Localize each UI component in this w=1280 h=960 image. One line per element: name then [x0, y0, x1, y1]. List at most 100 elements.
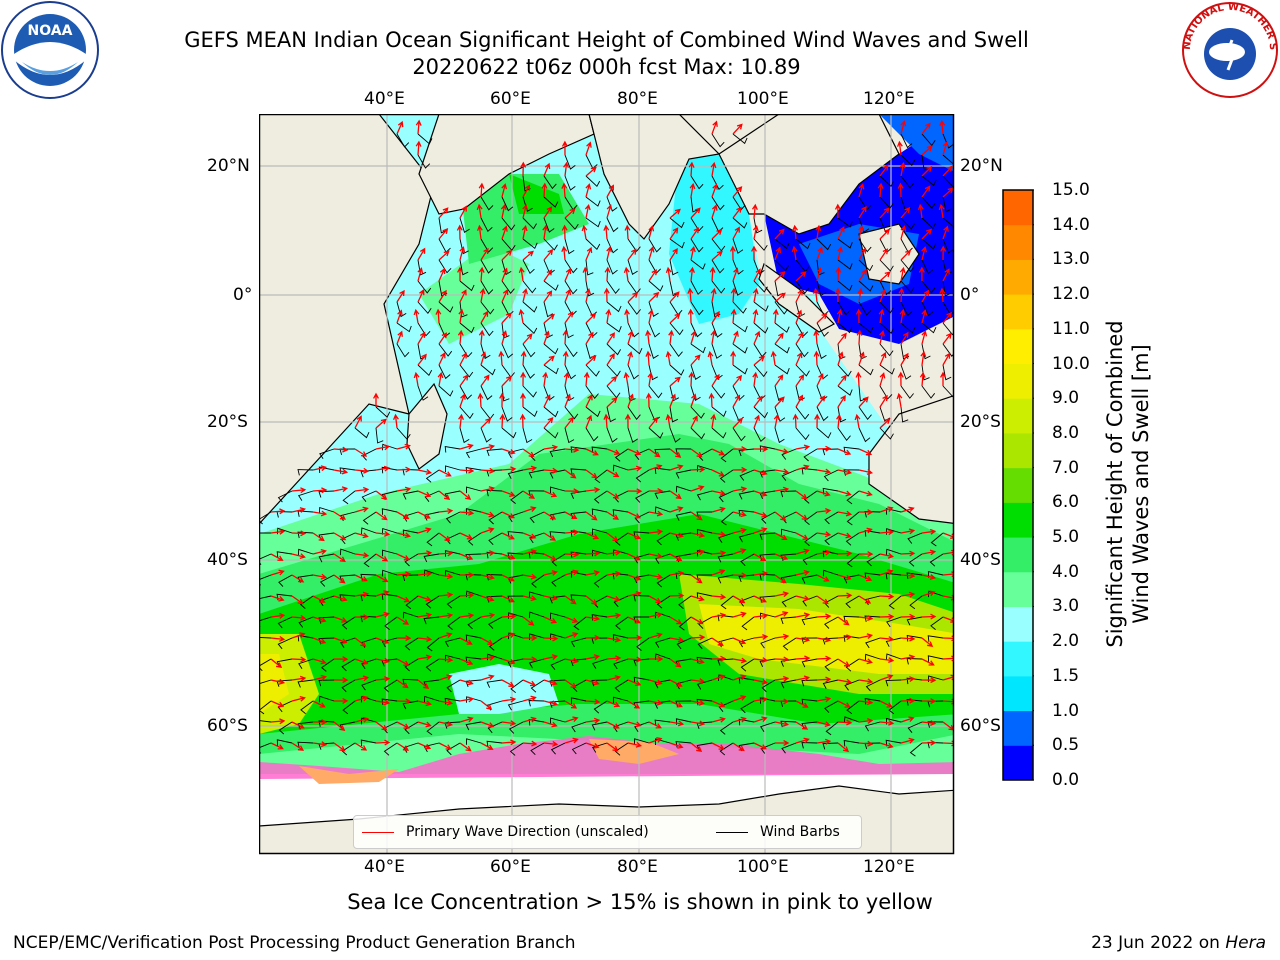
wave-direction-arrow — [645, 329, 652, 345]
wave-direction-arrow — [606, 655, 622, 662]
wave-direction-arrow — [858, 740, 874, 747]
wind-barb — [900, 133, 913, 149]
wind-barb — [259, 511, 272, 525]
wind-barb — [822, 569, 839, 577]
wind-barb — [459, 364, 474, 378]
colorbar-swatch — [1003, 328, 1033, 365]
wind-barb — [278, 574, 293, 587]
wind-barb — [606, 196, 618, 212]
wind-barb — [606, 301, 622, 313]
wave-direction-arrow — [458, 308, 465, 324]
wind-barb — [550, 717, 566, 725]
wave-direction-arrow — [522, 716, 537, 723]
wind-barb — [606, 322, 622, 333]
lat-tick-right: 40°S — [960, 550, 1001, 570]
wind-barb — [801, 658, 818, 668]
wind-barb — [592, 549, 608, 557]
wind-barb — [879, 343, 894, 357]
wave-direction-arrow — [312, 510, 328, 517]
wave-direction-arrow — [921, 590, 936, 597]
wind-barb — [466, 738, 482, 745]
wave-direction-arrow — [585, 246, 593, 261]
wind-barb — [549, 531, 566, 538]
wave-direction-arrow — [708, 392, 715, 408]
wave-direction-arrow — [606, 700, 621, 708]
wave-direction-arrow — [375, 418, 387, 429]
wave-direction-arrow — [603, 224, 610, 240]
wave-direction-arrow — [645, 350, 652, 366]
wind-barb — [459, 406, 474, 420]
wave-direction-arrow — [522, 204, 529, 219]
wave-direction-arrow — [774, 374, 784, 387]
wave-direction-arrow — [774, 656, 790, 663]
wave-direction-arrow — [921, 677, 937, 684]
wave-direction-arrow — [375, 657, 391, 664]
wind-barb — [444, 637, 461, 648]
wind-barb — [341, 679, 356, 693]
wave-direction-arrow — [459, 352, 467, 366]
wave-direction-arrow — [858, 595, 872, 604]
wave-direction-arrow — [900, 120, 907, 135]
wind-barb — [360, 527, 377, 535]
wind-barb — [277, 616, 293, 629]
wave-direction-arrow — [417, 636, 433, 643]
wind-barb — [864, 653, 881, 661]
wave-direction-arrow — [312, 487, 328, 494]
wave-direction-arrow — [649, 488, 664, 494]
wind-barb — [446, 595, 461, 609]
wind-barb — [612, 572, 629, 580]
wind-barb — [459, 301, 468, 318]
wind-barb — [633, 595, 650, 602]
wind-barb — [942, 238, 954, 254]
wind-barb — [634, 721, 650, 733]
wind-barb — [297, 574, 314, 583]
wind-barb — [508, 511, 524, 523]
wave-direction-arrow — [732, 417, 743, 429]
wind-barb — [634, 511, 650, 524]
wind-barb — [551, 574, 566, 587]
wave-direction-arrow — [458, 413, 465, 429]
wind-barb — [444, 569, 461, 577]
wind-barb — [591, 446, 608, 453]
wave-direction-arrow — [690, 532, 706, 538]
wave-direction-arrow — [879, 329, 885, 345]
wave-direction-arrow — [732, 657, 748, 664]
wave-direction-arrow — [795, 444, 811, 451]
wave-direction-arrow — [732, 595, 746, 604]
wave-direction-arrow — [669, 393, 677, 408]
wave-direction-arrow — [562, 350, 569, 366]
wind-barb — [845, 595, 860, 609]
wave-direction-arrow — [795, 464, 810, 471]
wind-barb — [438, 364, 451, 380]
wave-direction-arrow — [627, 574, 642, 581]
wave-direction-arrow — [920, 350, 927, 366]
wave-direction-arrow — [480, 742, 494, 750]
wave-direction-arrow — [564, 469, 577, 479]
wind-barb — [445, 465, 461, 472]
wave-direction-arrow — [501, 267, 508, 282]
wave-direction-arrow — [564, 488, 580, 495]
wind-barb — [278, 721, 293, 735]
wave-direction-arrow — [438, 250, 450, 261]
wave-direction-arrow — [375, 490, 388, 500]
wave-direction-arrow — [921, 145, 933, 156]
lat-tick-right: 20°S — [960, 412, 1001, 432]
gridlines — [259, 114, 954, 854]
wave-direction-arrow — [375, 553, 389, 562]
wave-direction-arrow — [520, 392, 526, 408]
wave-direction-arrow — [816, 655, 832, 662]
wind-barb — [780, 720, 797, 728]
wind-barb — [711, 385, 726, 399]
wave-direction-arrow — [837, 510, 853, 517]
wind-barb — [564, 154, 576, 170]
wave-direction-arrow — [879, 719, 895, 726]
wave-direction-arrow — [627, 553, 641, 561]
wave-direction-arrow — [669, 506, 684, 513]
wave-direction-arrow — [312, 658, 327, 665]
wave-direction-arrow — [687, 308, 694, 324]
wave-direction-arrow — [732, 206, 742, 219]
wave-direction-arrow — [858, 224, 864, 240]
wave-direction-arrow — [500, 203, 507, 219]
wave-direction-arrow — [648, 528, 664, 535]
wave-direction-arrow — [837, 700, 851, 708]
